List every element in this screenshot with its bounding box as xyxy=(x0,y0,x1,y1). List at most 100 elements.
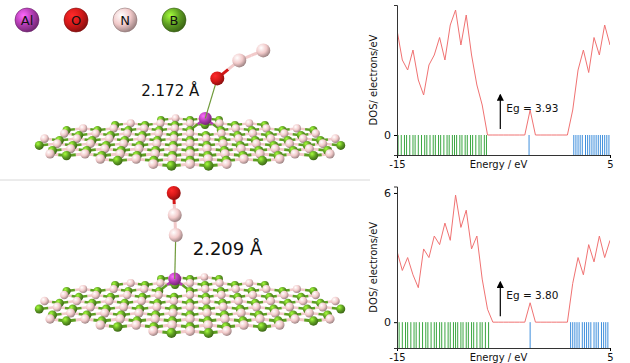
energy-level xyxy=(607,322,608,348)
energy-level xyxy=(419,322,420,348)
energy-level xyxy=(471,322,472,348)
plot-area xyxy=(397,10,610,155)
sheet-atom xyxy=(150,314,159,323)
energy-level xyxy=(436,322,437,348)
energy-level xyxy=(441,322,442,348)
figure: AlONB2.172 Å2.209 Å-1550Energy / eVDOS/ … xyxy=(0,0,630,363)
legend-label: Al xyxy=(21,13,34,28)
plot-area xyxy=(397,195,610,348)
x-axis: -155 xyxy=(389,348,613,363)
legend-label: O xyxy=(71,13,81,28)
sheet-atom xyxy=(73,297,82,306)
energy-level xyxy=(598,135,599,155)
energy-level xyxy=(486,135,487,155)
dos-chart: -1550Energy / eVDOS/ electrons/eVEg = 3.… xyxy=(368,6,614,171)
sheet-atom xyxy=(216,279,224,287)
y-tick-label: 0 xyxy=(384,129,391,142)
sheet-atom xyxy=(168,308,177,317)
x-tick-label: 5 xyxy=(607,159,613,170)
energy-level xyxy=(405,322,406,348)
sheet-atoms xyxy=(35,273,345,338)
sheet-atom xyxy=(201,285,209,293)
energy-level xyxy=(591,135,592,155)
energy-level xyxy=(596,322,597,348)
sheet-atom xyxy=(262,285,270,293)
sheet-atom xyxy=(325,314,334,323)
sheet-atom xyxy=(123,291,131,299)
energy-level xyxy=(574,322,575,348)
energy-level xyxy=(427,322,428,348)
energy-level xyxy=(484,135,485,155)
energy-level xyxy=(468,322,469,348)
sheet-atom xyxy=(186,291,194,299)
energy-level xyxy=(418,135,419,155)
adsorbate-atom xyxy=(168,208,182,222)
sheet-atom xyxy=(148,326,158,336)
energy-level xyxy=(454,135,455,155)
sheet-atom xyxy=(79,285,87,293)
energy-level xyxy=(453,322,454,348)
energy-level xyxy=(594,135,595,155)
x-tick-label: -15 xyxy=(389,159,405,170)
sheet-atom xyxy=(257,322,267,332)
energy-level xyxy=(449,135,450,155)
x-axis-title: Energy / eV xyxy=(470,159,528,170)
y-tick: 0 xyxy=(384,129,397,142)
sheet-atom xyxy=(266,297,275,306)
energy-level xyxy=(443,135,444,155)
y-axis-title: DOS/ electrons/eV xyxy=(368,222,379,313)
sheet-atom xyxy=(234,297,243,306)
energy-level xyxy=(475,135,476,155)
energy-level xyxy=(606,135,607,155)
sheet-atom xyxy=(204,328,214,338)
energy-level xyxy=(598,322,599,348)
sheet-atom xyxy=(105,297,114,306)
energy-level xyxy=(602,135,603,155)
energy-level xyxy=(416,322,417,348)
sheet-atom xyxy=(220,314,229,323)
sheet-atom xyxy=(309,316,318,325)
sheet-atom xyxy=(45,314,54,323)
energy-level xyxy=(459,135,460,155)
sheet-atom xyxy=(152,303,161,312)
energy-level xyxy=(481,135,482,155)
adsorbate xyxy=(167,186,183,279)
sheet-atom xyxy=(217,291,225,299)
gap-label: Eg = 3.93 xyxy=(506,102,558,114)
sheet-atom xyxy=(172,114,180,122)
x-tick-label: -15 xyxy=(389,352,405,363)
sheet-atom xyxy=(80,314,89,323)
energy-level xyxy=(589,135,590,155)
sheet-atom xyxy=(131,154,141,164)
energy-level xyxy=(608,135,609,155)
sheet-atom xyxy=(239,320,249,330)
energy-level xyxy=(585,135,586,155)
sheet-atom xyxy=(86,303,95,312)
gap-arrow xyxy=(500,282,501,316)
energy-level xyxy=(452,135,453,155)
sheet-atom xyxy=(80,149,89,158)
sheet-atom xyxy=(249,291,257,299)
energy-level xyxy=(399,322,400,348)
sheet-atom xyxy=(148,159,158,169)
adsorbate-atom xyxy=(232,53,246,67)
energy-level xyxy=(444,322,445,348)
energy-level xyxy=(409,135,410,155)
sheet-atom xyxy=(186,303,195,312)
distance-label: 2.172 Å xyxy=(141,81,200,100)
sheet-atom xyxy=(137,297,146,306)
sheet-atom xyxy=(40,297,49,306)
sheet-atom xyxy=(309,151,318,160)
energy-level xyxy=(482,322,483,348)
y-tick-mark xyxy=(394,193,397,194)
sheet-atom xyxy=(110,285,118,293)
sheet-atom xyxy=(156,279,164,287)
energy-level xyxy=(572,322,573,348)
energy-level xyxy=(430,135,431,155)
sheet-atom xyxy=(60,291,68,299)
sheet-atom xyxy=(204,161,214,171)
energy-level xyxy=(431,322,432,348)
legend-atom xyxy=(113,8,137,32)
energy-level xyxy=(435,135,436,155)
energy-level xyxy=(455,322,456,348)
